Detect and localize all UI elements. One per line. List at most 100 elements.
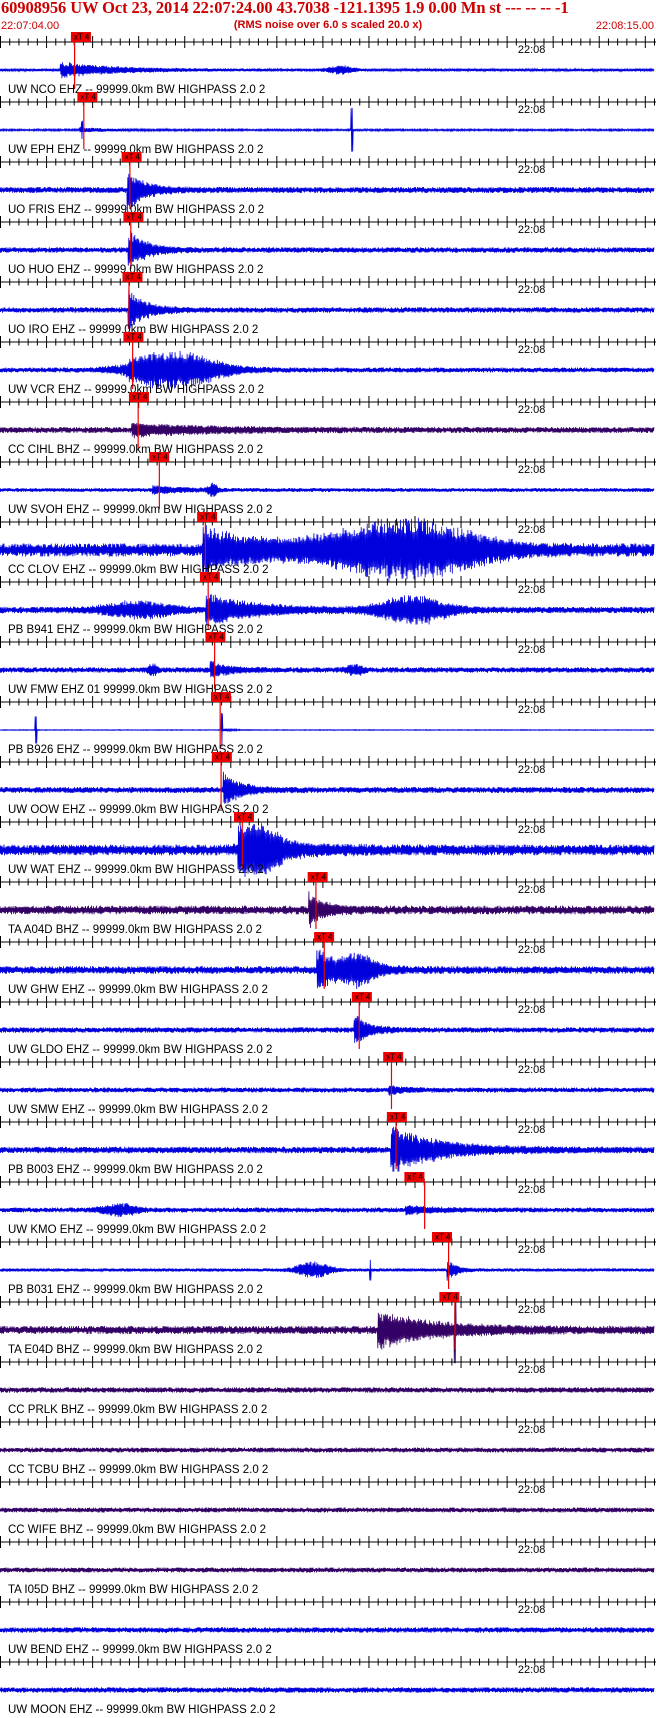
tick-time-label: 22:08	[518, 1424, 546, 1436]
pick-label: xT 4	[355, 993, 371, 1002]
pick-label: xT 4	[311, 873, 327, 882]
pick-label: xT 4	[386, 1053, 402, 1062]
pick-marker	[210, 692, 231, 702]
pick-marker	[197, 512, 218, 522]
pick-marker	[307, 872, 328, 882]
event-title: 60908956 UW Oct 23, 2014 22:07:24.00 43.…	[1, 0, 569, 17]
station-label: PB B941 EHZ -- 99999.0km BW HIGHPASS 2.0…	[8, 624, 263, 636]
station-label: PB B031 EHZ -- 99999.0km BW HIGHPASS 2.0…	[8, 1284, 263, 1296]
waveform-line	[0, 1296, 655, 1364]
pick-marker	[205, 632, 226, 642]
station-label: PB B926 EHZ -- 99999.0km BW HIGHPASS 2.0…	[8, 744, 263, 756]
station-label: PB B003 EHZ -- 99999.0km BW HIGHPASS 2.0…	[8, 1164, 263, 1176]
tick-time-label: 22:08	[518, 284, 546, 296]
pick-label: xT 4	[203, 573, 219, 582]
trace-row: 22:08 xT 4 UO IRO EHZ -- 99999.0km BW HIGH…	[0, 272, 656, 336]
waveform-line	[0, 517, 655, 583]
waveform-line	[0, 173, 655, 214]
tick-time-label: 22:08	[518, 704, 546, 716]
tick-time-label: 22:08	[518, 1244, 546, 1256]
trace-row: 22:08 CC WIFE BHZ -- 99999.0km BW HIGHPAS…	[0, 1476, 656, 1536]
pick-marker	[383, 1052, 404, 1062]
trace-row: 22:08 xT 4 TA E04D BHZ -- 99999.0km BW HIG…	[0, 1292, 656, 1364]
trace-row: 22:08 TA I05D BHZ -- 99999.0km BW HIGHPAS…	[0, 1536, 656, 1596]
tick-time-label: 22:08	[518, 464, 546, 476]
trace-row: 22:08 UW BEND EHZ -- 99999.0km BW HIGHPAS…	[0, 1596, 656, 1656]
tick-time-label: 22:08	[518, 644, 546, 656]
tick-time-label: 22:08	[518, 1004, 546, 1016]
pick-marker	[123, 212, 144, 222]
pick-label: xT 4	[126, 273, 142, 282]
pick-label: xT 4	[407, 1173, 423, 1182]
pick-label: xT 4	[125, 153, 141, 162]
station-label: UW BEND EHZ -- 99999.0km BW HIGHPASS 2.0…	[8, 1644, 272, 1656]
station-label: UW MOON EHZ -- 99999.0km BW HIGHPASS 2.0…	[8, 1704, 276, 1716]
pick-marker	[439, 1292, 460, 1302]
station-label: UW EPH EHZ -- 99999.0km BW HIGHPASS 2.0 …	[8, 144, 263, 156]
pick-marker	[386, 1112, 407, 1122]
start-time-label: 22:07:04.00	[1, 20, 60, 32]
station-label: CC CIHL BHZ -- 99999.0km BW HIGHPASS 2.0…	[8, 444, 263, 456]
pick-marker	[233, 812, 254, 822]
pick-label: xT 4	[208, 633, 224, 642]
trace-row: 22:08 xT 4 CC CIHL BHZ -- 99999.0km BW HIG…	[0, 392, 656, 456]
waveform-line	[0, 482, 655, 497]
station-label: UW WAT EHZ -- 99999.0km BW HIGHPASS 2.0 …	[8, 864, 264, 876]
trace-row: 22:08 xT 4CC CLOV EHZ -- 99999.0km BW HIG…	[0, 512, 656, 583]
station-label: TA A04D BHZ -- 99999.0km BW HIGHPASS 2.0…	[8, 924, 262, 936]
pick-label: xT 4	[214, 693, 230, 702]
tick-time-label: 22:08	[518, 1604, 546, 1616]
trace-row: 22:08 xT 4 TA A04D BHZ -- 99999.0km BW HIG…	[0, 872, 656, 936]
waveform-line	[0, 1447, 655, 1453]
waveform-line	[0, 350, 655, 392]
pick-label: xT 4	[132, 393, 148, 402]
trace-row: 22:08 xT 4 UW WAT EHZ -- 99999.0km BW HIGH…	[0, 812, 656, 878]
waveform-line	[0, 1203, 655, 1218]
station-label: UW GLDO EHZ -- 99999.0km BW HIGHPASS 2.0…	[8, 1044, 272, 1056]
pick-marker	[70, 32, 91, 42]
waveform-line	[0, 1387, 655, 1393]
pick-marker	[211, 752, 232, 762]
station-label: CC TCBU BHZ -- 99999.0km BW HIGHPASS 2.0…	[8, 1464, 268, 1476]
station-label: UO IRO EHZ -- 99999.0km BW HIGHPASS 2.0 …	[8, 324, 258, 336]
tick-time-label: 22:08	[518, 1664, 546, 1676]
station-label: TA E04D BHZ -- 99999.0km BW HIGHPASS 2.0…	[8, 1344, 263, 1356]
waveform-line	[0, 62, 655, 79]
pick-marker	[77, 92, 98, 102]
pick-marker	[404, 1172, 425, 1182]
trace-row: 22:08 xT 4 UW FMW EHZ 01 99999.0km BW HIGH…	[0, 632, 656, 696]
station-label: UW GHW EHZ -- 99999.0km BW HIGHPASS 2.0 …	[8, 984, 268, 996]
waveform-line	[0, 1507, 655, 1513]
tick-time-label: 22:08	[518, 1304, 546, 1316]
trace-row: 22:08 xT 4 UW KMO EHZ -- 99999.0km BW HIGH…	[0, 1172, 656, 1236]
tick-time-label: 22:08	[518, 164, 546, 176]
trace-row: 22:08 xT 4 UW EPH EHZ -- 99999.0km BW HIGH…	[0, 92, 656, 156]
trace-row: 22:08 xT 4 PB B926 EHZ -- 99999.0km BW HIG…	[0, 692, 656, 756]
tick-time-label: 22:08	[518, 764, 546, 776]
tick-time-label: 22:08	[518, 104, 546, 116]
waveform-line	[0, 108, 655, 152]
station-label: CC CLOV EHZ -- 99999.0km BW HIGHPASS 2.0…	[8, 564, 269, 576]
trace-row: 22:08 xT 4 PB B031 EHZ -- 99999.0km BW HIG…	[0, 1232, 656, 1296]
tick-time-label: 22:08	[518, 224, 546, 236]
tick-time-label: 22:08	[518, 1484, 546, 1496]
station-label: CC WIFE BHZ -- 99999.0km BW HIGHPASS 2.0…	[8, 1524, 266, 1536]
pick-label: xT 4	[442, 1293, 458, 1302]
trace-row: 22:08 xT 4 UW GLDO EHZ -- 99999.0km BW HIG…	[0, 992, 656, 1056]
pick-marker	[351, 992, 372, 1002]
tick-time-label: 22:08	[518, 944, 546, 956]
tick-time-label: 22:08	[518, 524, 546, 536]
station-label: UW OOW EHZ -- 99999.0km BW HIGHPASS 2.0 …	[8, 804, 269, 816]
pick-marker	[123, 332, 144, 342]
pick-marker	[122, 272, 143, 282]
tick-time-label: 22:08	[518, 1124, 546, 1136]
station-label: UO FRIS EHZ -- 99999.0km BW HIGHPASS 2.0…	[8, 204, 264, 216]
station-label: TA I05D BHZ -- 99999.0km BW HIGHPASS 2.0…	[8, 1584, 258, 1596]
station-label: UW FMW EHZ 01 99999.0km BW HIGHPASS 2.0 …	[8, 684, 272, 696]
pick-marker	[128, 392, 149, 402]
pick-marker	[314, 932, 335, 942]
trace-row: 22:08 UW MOON EHZ -- 99999.0km BW HIGHPAS…	[0, 1656, 656, 1716]
pick-label: xT 4	[215, 753, 231, 762]
trace-row: 22:08 xT 4 UW SMW EHZ -- 99999.0km BW HIGH…	[0, 1052, 656, 1116]
